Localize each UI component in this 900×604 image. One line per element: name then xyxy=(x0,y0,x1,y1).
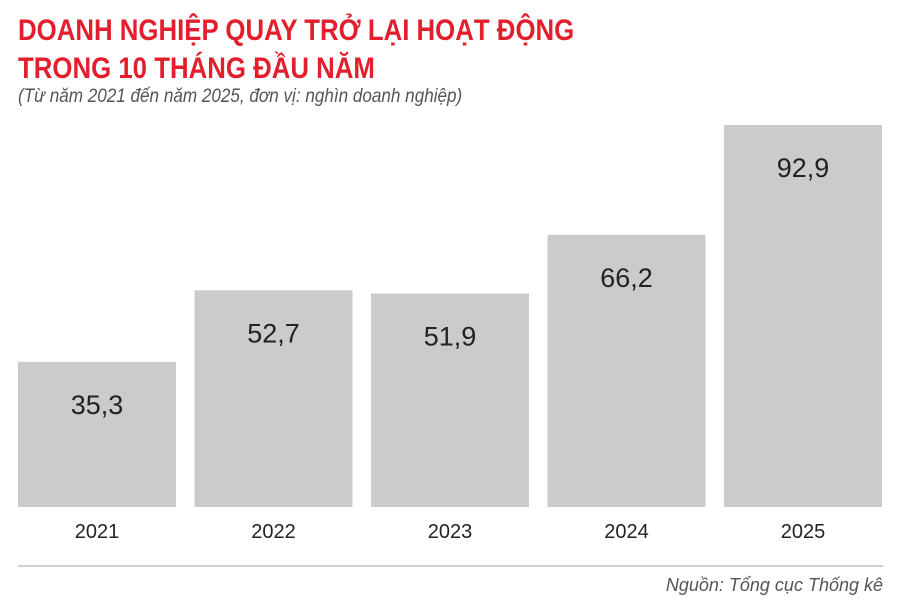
bar-2021 xyxy=(18,361,176,507)
bar-2023 xyxy=(371,293,529,507)
value-label: 51,9 xyxy=(424,322,477,352)
bar-2022 xyxy=(194,290,353,507)
x-tick-label: 2024 xyxy=(604,521,649,543)
x-tick-label: 2022 xyxy=(251,521,296,543)
bar-2025 xyxy=(724,125,882,507)
value-label: 35,3 xyxy=(71,390,124,420)
value-label: 92,9 xyxy=(777,153,830,183)
chart-subtitle: (Từ năm 2021 đến năm 2025, đơn vị: nghìn… xyxy=(18,86,463,107)
chart-title: DOANH NGHIỆP QUAY TRỞ LẠI HOẠT ĐỘNG TRON… xyxy=(18,12,574,88)
divider xyxy=(18,565,883,567)
bar-2024 xyxy=(547,234,706,508)
chart-title-line-2: TRONG 10 THÁNG ĐẦU NĂM xyxy=(18,52,375,85)
value-label: 66,2 xyxy=(600,263,653,293)
x-tick-label: 2025 xyxy=(781,521,826,543)
x-tick-label: 2023 xyxy=(428,521,473,543)
value-label: 52,7 xyxy=(247,318,300,348)
x-tick-label: 2021 xyxy=(75,521,120,543)
source-note: Nguồn: Tổng cục Thống kê xyxy=(665,575,883,595)
chart-title-line-1: DOANH NGHIỆP QUAY TRỞ LẠI HOẠT ĐỘNG xyxy=(18,14,575,47)
